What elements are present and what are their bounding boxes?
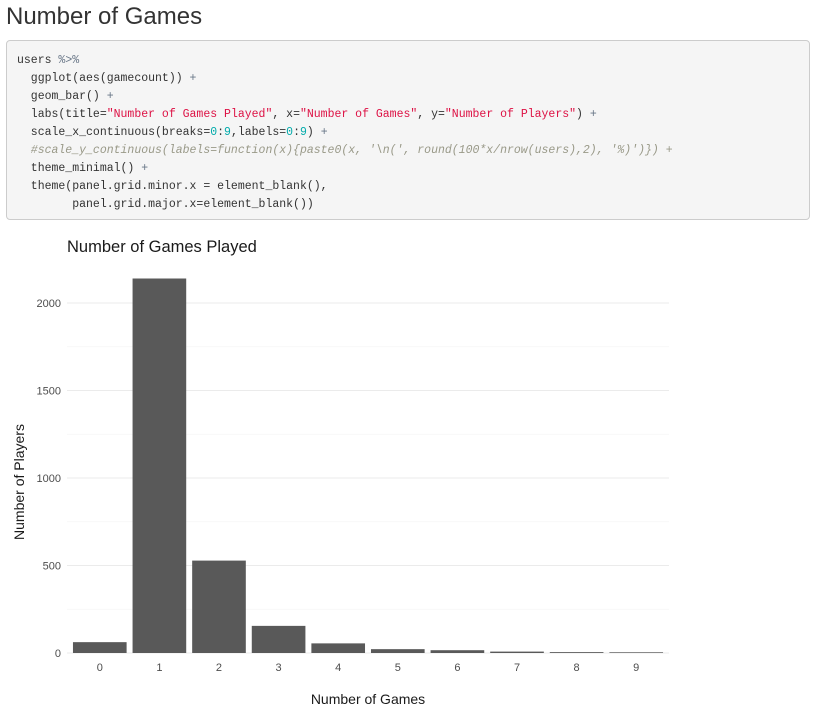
page-heading: Number of Games — [6, 3, 203, 30]
code-token: : — [217, 126, 225, 139]
code-token: ,labels= — [230, 126, 287, 139]
code-token: + — [106, 90, 114, 103]
code-token: "Number of Players" — [444, 108, 577, 121]
y-tick-label: 500 — [43, 561, 61, 573]
code-token: 9 — [299, 126, 307, 139]
code-token: 0 — [286, 126, 294, 139]
code-token: labs(title= — [17, 108, 107, 121]
chart-svg: Number of Games Played 0500100015002000 … — [11, 238, 669, 707]
x-tick-label: 0 — [97, 662, 103, 674]
code-token: : — [293, 126, 300, 139]
chart-title: Number of Games Played — [67, 238, 257, 256]
code-token: theme(panel.grid.minor.x = element_blank… — [17, 180, 328, 193]
code-token: theme_minimal() — [17, 162, 142, 175]
x-axis-label: Number of Games — [311, 691, 425, 707]
code-token: panel.grid.major.x=element_blank()) — [17, 198, 314, 211]
code-token: ggplot(aes(gamecount)) — [17, 72, 190, 85]
code-token: 9 — [224, 126, 231, 139]
y-axis-label: Number of Players — [11, 424, 27, 540]
bar-8 — [549, 652, 604, 653]
code-line: theme_minimal() + — [17, 160, 799, 178]
bar-9 — [609, 652, 664, 653]
code-token: users — [17, 54, 59, 67]
code-token: ) — [576, 108, 590, 121]
x-tick-label: 4 — [335, 662, 341, 674]
bar-2 — [192, 560, 246, 653]
code-token: %>% — [58, 54, 80, 67]
code-token: scale_x_continuous(breaks= — [17, 126, 211, 139]
code-token: + — [320, 126, 328, 139]
code-token: , y= — [417, 108, 445, 121]
y-tick-label: 0 — [55, 648, 61, 660]
bar-6 — [430, 650, 485, 653]
bar-4 — [311, 643, 366, 653]
code-token: #scale_y_continuous(labels=function(x){p… — [17, 144, 673, 157]
x-tick-label: 8 — [574, 662, 580, 674]
y-tick-label: 1000 — [37, 473, 61, 485]
code-token: + — [189, 72, 197, 85]
code-block: users %>% ggplot(aes(gamecount)) + geom_… — [6, 40, 810, 220]
code-token: + — [141, 162, 149, 175]
code-line: #scale_y_continuous(labels=function(x){p… — [17, 142, 799, 160]
code-token: , x= — [272, 108, 300, 121]
code-line: labs(title="Number of Games Played", x="… — [17, 106, 799, 124]
code-token: geom_bar() — [17, 90, 107, 103]
x-tick-label: 5 — [395, 662, 401, 674]
bar-layer — [72, 278, 664, 653]
code-token: 0 — [210, 126, 218, 139]
x-tick-label: 3 — [276, 662, 282, 674]
code-token: ) — [306, 126, 321, 139]
code-line: panel.grid.major.x=element_blank()) — [17, 196, 799, 214]
code-token: + — [589, 108, 597, 121]
code-line: users %>% — [17, 52, 799, 70]
code-line: theme(panel.grid.minor.x = element_blank… — [17, 178, 799, 196]
x-tick-label: 7 — [514, 662, 520, 674]
bar-7 — [490, 651, 544, 653]
code-line: geom_bar() + — [17, 88, 799, 106]
bar-5 — [370, 649, 425, 653]
bar-1 — [132, 278, 187, 653]
x-tick-labels: 0 1 2 3 4 5 6 7 8 9 — [97, 662, 640, 674]
code-token: "Number of Games" — [299, 108, 418, 121]
x-tick-label: 2 — [216, 662, 222, 674]
code-line: scale_x_continuous(breaks=0:9,labels=0:9… — [17, 124, 799, 142]
code-line: ggplot(aes(gamecount)) + — [17, 70, 799, 88]
x-tick-label: 9 — [633, 662, 639, 674]
y-tick-labels: 0 500 1000 1500 2000 — [37, 298, 61, 660]
code-token: "Number of Games Played" — [106, 108, 273, 121]
y-tick-label: 2000 — [37, 298, 61, 310]
x-tick-label: 1 — [156, 662, 162, 674]
bar-chart: Number of Games Played 0 500 1000 1500 2000 … — [0, 228, 690, 716]
y-tick-label: 1500 — [37, 386, 61, 398]
bar-0 — [72, 642, 127, 653]
bar-3 — [251, 625, 306, 653]
x-tick-label: 6 — [454, 662, 460, 674]
